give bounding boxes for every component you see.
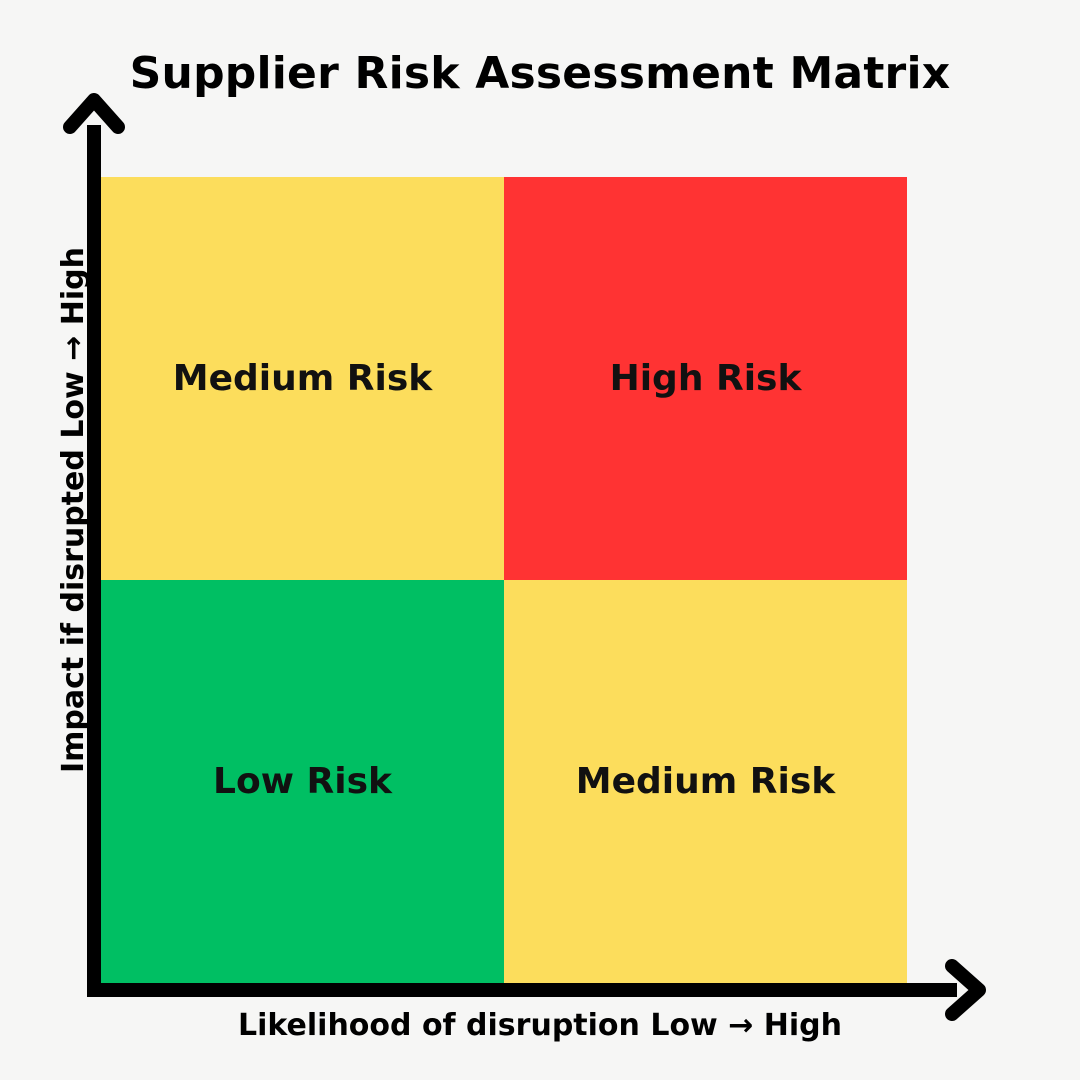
- quadrant-label: Low Risk: [213, 761, 392, 802]
- quadrant-medium-risk-top-left: Medium Risk: [101, 177, 504, 580]
- x-axis-line: [87, 983, 957, 997]
- quadrant-label: Medium Risk: [575, 761, 836, 802]
- x-axis-label: Likelihood of disruption Low → High: [237, 1008, 843, 1043]
- quadrant-label: Medium Risk: [172, 358, 433, 399]
- page-title: Supplier Risk Assessment Matrix: [129, 48, 951, 99]
- x-axis-arrow-icon: [945, 959, 986, 1021]
- quadrant-medium-risk-bottom-right: Medium Risk: [504, 580, 907, 983]
- quadrant-label: High Risk: [609, 358, 802, 399]
- y-axis-label: Impact if disrupted Low → High: [56, 246, 91, 774]
- quadrant-high-risk: High Risk: [504, 177, 907, 580]
- quadrant-low-risk: Low Risk: [101, 580, 504, 983]
- y-axis-arrow-icon: [63, 93, 125, 134]
